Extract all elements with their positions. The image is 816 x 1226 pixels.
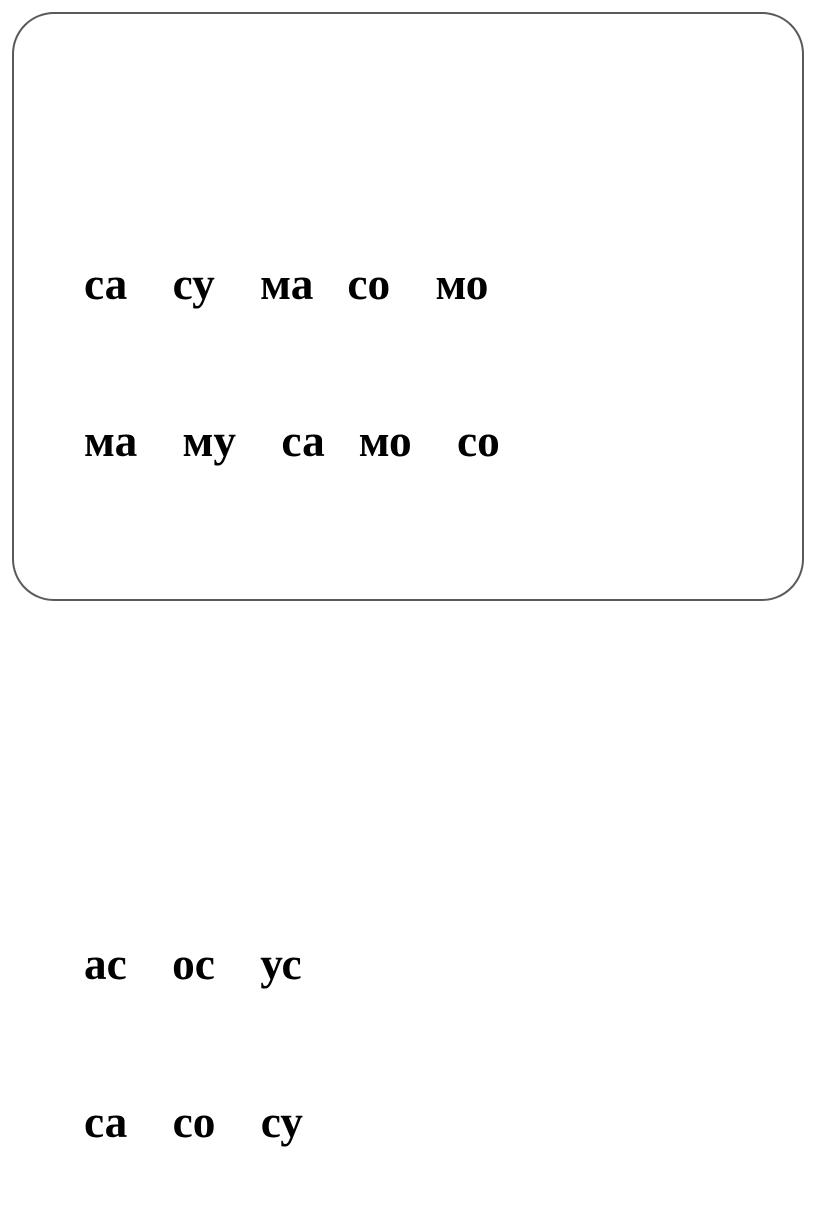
syllable-content: са су ма со мо ма му са мо со ас ос ус с… <box>84 50 732 1226</box>
group-2: ас ос ус са со су <box>84 834 732 1226</box>
text-line: ас ос ус <box>84 938 732 991</box>
text-line: ма му са мо со <box>84 415 732 468</box>
text-line: са со су <box>84 1096 732 1149</box>
slide-frame: са су ма со мо ма му са мо со ас ос ус с… <box>12 12 804 601</box>
group-1: са су ма со мо ма му са мо со <box>84 154 732 573</box>
spacer <box>84 677 732 730</box>
text-line: са су ма со мо <box>84 258 732 311</box>
